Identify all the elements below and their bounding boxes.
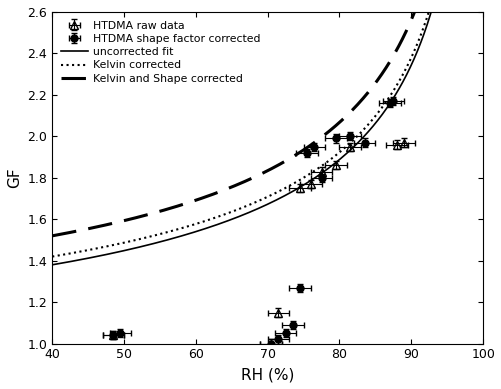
- Kelvin and Shape corrected: [367, 87, 373, 91]
- Kelvin corrected: [293, 180, 299, 184]
- Kelvin and Shape corrected: [410, 11, 416, 16]
- Kelvin corrected: [316, 165, 322, 170]
- uncorrected fit: [75, 258, 81, 263]
- Kelvin and Shape corrected: [49, 233, 55, 238]
- Y-axis label: GF: GF: [7, 168, 22, 188]
- X-axis label: RH (%): RH (%): [240, 367, 294, 382]
- Line: Kelvin and Shape corrected: Kelvin and Shape corrected: [52, 0, 471, 236]
- Kelvin corrected: [304, 173, 310, 178]
- Kelvin corrected: [75, 250, 81, 254]
- Kelvin and Shape corrected: [316, 136, 322, 141]
- Kelvin and Shape corrected: [293, 152, 299, 157]
- uncorrected fit: [49, 263, 55, 267]
- Kelvin corrected: [49, 254, 55, 259]
- Legend: HTDMA raw data, HTDMA shape factor corrected, uncorrected fit, Kelvin corrected,: HTDMA raw data, HTDMA shape factor corre…: [58, 18, 264, 87]
- uncorrected fit: [410, 57, 416, 61]
- Kelvin corrected: [410, 49, 416, 54]
- Line: uncorrected fit: uncorrected fit: [52, 0, 471, 265]
- uncorrected fit: [316, 172, 322, 177]
- Kelvin corrected: [367, 119, 373, 124]
- uncorrected fit: [304, 180, 310, 185]
- uncorrected fit: [293, 187, 299, 192]
- Kelvin and Shape corrected: [75, 228, 81, 233]
- uncorrected fit: [367, 126, 373, 131]
- Kelvin and Shape corrected: [304, 145, 310, 150]
- Line: Kelvin corrected: Kelvin corrected: [52, 0, 471, 257]
